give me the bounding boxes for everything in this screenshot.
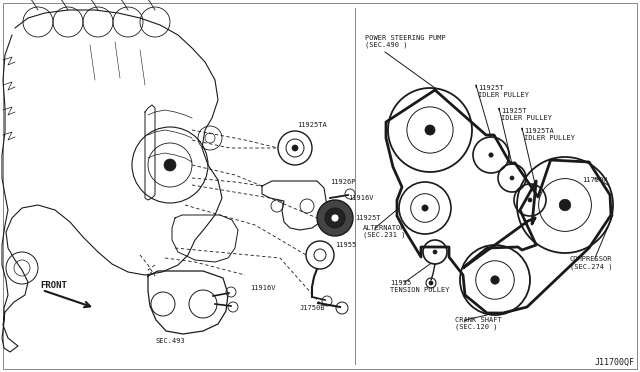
Circle shape xyxy=(489,153,493,157)
Text: 11955: 11955 xyxy=(335,242,356,248)
Circle shape xyxy=(292,145,298,151)
Circle shape xyxy=(422,205,428,211)
Text: SEC.493: SEC.493 xyxy=(155,338,185,344)
Circle shape xyxy=(528,198,532,202)
Text: COMPRESSOR
(SEC.274 ): COMPRESSOR (SEC.274 ) xyxy=(570,256,612,269)
Circle shape xyxy=(164,159,176,171)
Text: FRONT: FRONT xyxy=(40,280,67,289)
Text: 11720N: 11720N xyxy=(582,177,607,183)
Text: 11955
TENSION PULLEY: 11955 TENSION PULLEY xyxy=(390,280,449,293)
Circle shape xyxy=(331,214,339,222)
Circle shape xyxy=(425,125,435,135)
Circle shape xyxy=(491,276,499,284)
Text: 11925T: 11925T xyxy=(355,215,381,221)
Text: 11925TA: 11925TA xyxy=(297,122,327,128)
Circle shape xyxy=(429,281,433,285)
Text: 11926P: 11926P xyxy=(330,179,355,185)
Text: 11925T
IDLER PULLEY: 11925T IDLER PULLEY xyxy=(501,108,552,121)
Text: J11700QF: J11700QF xyxy=(595,358,635,367)
Circle shape xyxy=(510,176,514,180)
Text: 11916V: 11916V xyxy=(348,195,374,201)
Text: 11925T
IDLER PULLEY: 11925T IDLER PULLEY xyxy=(478,85,529,98)
Circle shape xyxy=(317,200,353,236)
Text: ALTERNATOR
(SEC.231 ): ALTERNATOR (SEC.231 ) xyxy=(363,225,406,238)
Text: 11925TA
IDLER PULLEY: 11925TA IDLER PULLEY xyxy=(524,128,575,141)
Circle shape xyxy=(559,199,571,211)
Text: J1750B: J1750B xyxy=(300,305,326,311)
Circle shape xyxy=(325,208,345,228)
Text: POWER STEERING PUMP
(SEC.490 ): POWER STEERING PUMP (SEC.490 ) xyxy=(365,35,445,48)
Text: CRANK SHAFT
(SEC.120 ): CRANK SHAFT (SEC.120 ) xyxy=(455,317,502,330)
Circle shape xyxy=(433,250,437,254)
Text: 11916V: 11916V xyxy=(250,285,275,291)
